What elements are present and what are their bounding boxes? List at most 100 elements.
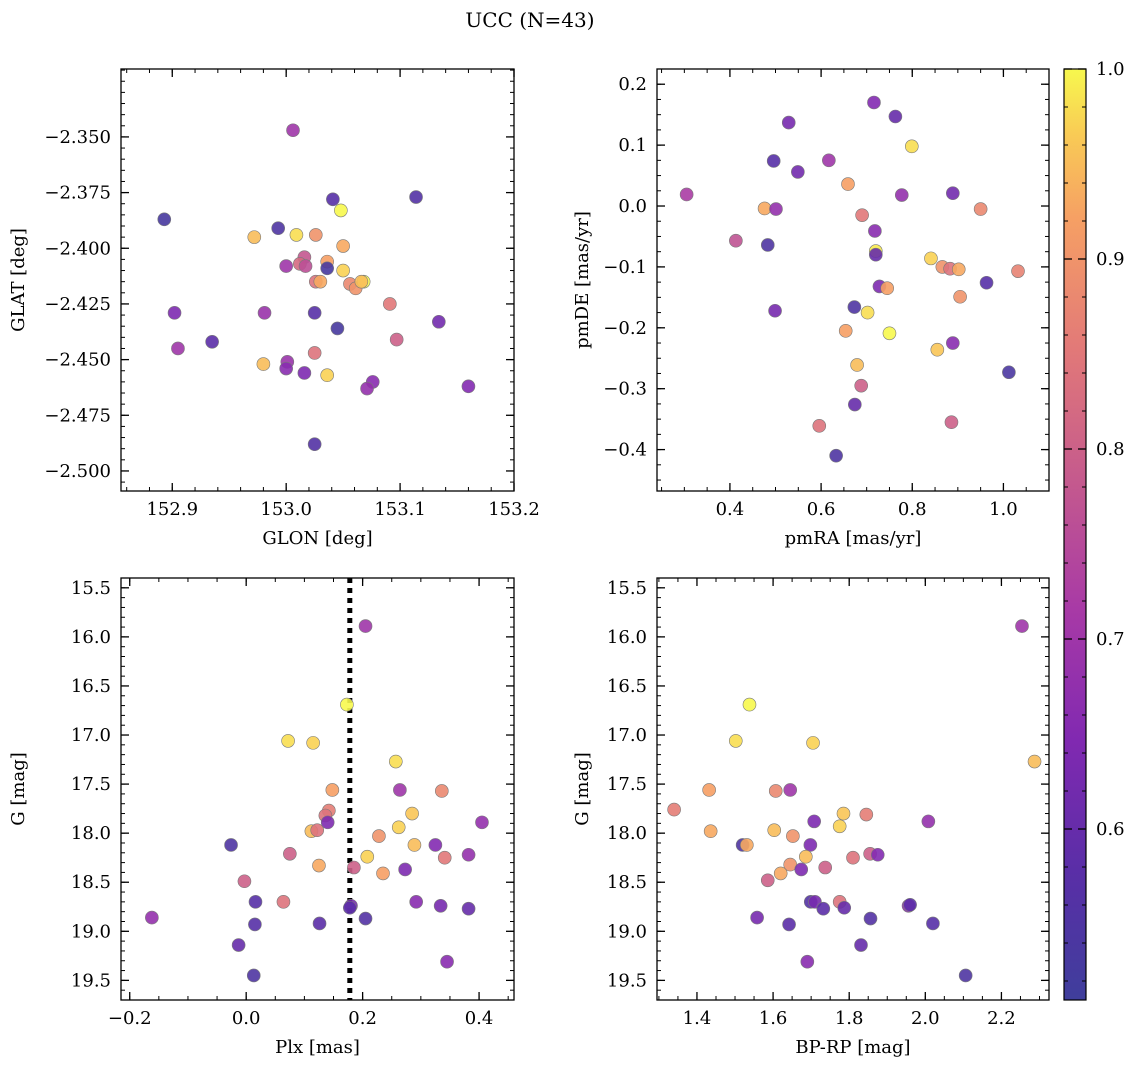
- scatter-point: [393, 783, 407, 797]
- y-tick-label: −2.450: [44, 350, 111, 371]
- scatter-point: [340, 697, 354, 712]
- scatter-point: [1011, 264, 1025, 278]
- scatter-point: [847, 300, 862, 314]
- x-tick-label: 0.6: [807, 499, 836, 520]
- scatter-point: [766, 154, 781, 168]
- scatter-point: [475, 815, 489, 830]
- y-tick-label: 17.0: [71, 725, 111, 746]
- y-tick-label: −0.1: [603, 257, 647, 278]
- scatter-point: [791, 165, 805, 179]
- scatter-point: [360, 381, 374, 396]
- scatter-point: [750, 910, 764, 925]
- x-tick-label: 1.8: [835, 1008, 864, 1029]
- scatter-point: [271, 221, 286, 236]
- scatter-point: [391, 820, 406, 835]
- scatter-point: [760, 873, 775, 888]
- y-tick-label: 16.0: [607, 627, 647, 648]
- scatter-point: [836, 806, 851, 821]
- scatter-point: [307, 306, 322, 320]
- y-axis-label: G [mag]: [572, 752, 593, 825]
- y-tick-label: −2.400: [44, 238, 111, 259]
- colorbar-gradient: [1063, 68, 1087, 1001]
- y-tick-label: −2.475: [44, 405, 111, 426]
- colorbar-tick-label: 0.8: [1096, 439, 1125, 460]
- scatter-point: [312, 916, 327, 931]
- axes-frame-pmra-pmde: [656, 68, 1050, 492]
- scatter-point: [807, 814, 821, 829]
- scatter-point: [859, 807, 874, 822]
- y-tick-label: 18.5: [71, 872, 111, 893]
- scatter-point: [800, 954, 815, 969]
- scatter-points: [667, 619, 1042, 983]
- x-tick-label: 1.6: [759, 1008, 788, 1029]
- scatter-point: [903, 898, 917, 912]
- scatter-point: [794, 862, 809, 877]
- scatter-points: [157, 123, 476, 452]
- colorbar-tick-label: 0.7: [1096, 629, 1125, 650]
- scatter-point: [973, 202, 988, 216]
- x-tick-label: 0.4: [716, 499, 745, 520]
- y-tick-label: 16.5: [607, 676, 647, 697]
- scatter-point: [768, 303, 782, 318]
- x-tick-label: 0.0: [232, 1008, 261, 1029]
- panel-bprp-g: 1.4 1.6 1.8 2.0 2.2 15.5 16.0 16.5 17.0 17.5 18.0 1…: [572, 577, 1050, 1058]
- x-tick-label: 153.0: [260, 499, 312, 520]
- y-axis-label: GLAT [deg]: [8, 228, 29, 332]
- scatter-point: [372, 829, 386, 843]
- scatter-point: [781, 115, 796, 130]
- scatter-point: [816, 901, 831, 916]
- y-tick-label: 18.5: [607, 872, 647, 893]
- scatter-point: [360, 849, 375, 864]
- y-tick-label: 0.1: [618, 135, 647, 156]
- colorbar-tick-label: 0.9: [1096, 249, 1125, 270]
- x-tick-label: 2.2: [987, 1008, 1016, 1029]
- y-tick-label: 15.5: [607, 578, 647, 599]
- x-tick-label: 0.8: [898, 499, 927, 520]
- y-tick-label: 16.0: [71, 627, 111, 648]
- scatter-point: [336, 239, 350, 253]
- scatter-point: [205, 334, 219, 349]
- scatter-point: [812, 419, 827, 433]
- y-tick-label: 17.5: [71, 774, 111, 795]
- scatter-point: [757, 201, 772, 216]
- scatter-point: [433, 898, 448, 913]
- scatter-point: [679, 187, 694, 202]
- scatter-point: [279, 361, 293, 376]
- panel-plx-g: −0.2 0.0 0.2 0.4 15.5 16.0 16.5 17.0 17.5 18.0 18.…: [8, 577, 515, 1058]
- scatter-point: [822, 153, 836, 168]
- scatter-point: [330, 321, 345, 336]
- x-axis-label: GLON [deg]: [262, 528, 372, 549]
- scatter-point: [405, 806, 419, 821]
- scatter-point: [769, 202, 783, 216]
- scatter-point: [313, 274, 328, 289]
- scatter-point: [307, 437, 322, 452]
- y-tick-label: 0.0: [618, 196, 647, 217]
- y-tick-label: −0.3: [603, 379, 647, 400]
- scatter-point: [829, 448, 843, 463]
- y-tick-label: 19.5: [71, 970, 111, 991]
- scatter-point: [437, 850, 452, 865]
- scatter-point: [930, 342, 945, 357]
- scatter-point: [855, 208, 869, 222]
- scatter-point: [376, 866, 390, 881]
- scatter-point: [320, 815, 335, 830]
- x-tick-label: 153.2: [488, 499, 540, 520]
- y-tick-label: −2.500: [44, 461, 111, 482]
- y-axis-label: G [mag]: [8, 752, 29, 825]
- scatter-point: [838, 324, 853, 338]
- scatter-point: [432, 314, 446, 329]
- scatter-point: [383, 297, 397, 311]
- scatter-point: [1015, 619, 1029, 633]
- scatter-point: [880, 281, 894, 296]
- scatter-point: [894, 188, 909, 202]
- scatter-point: [854, 938, 868, 952]
- scatter-point: [806, 736, 820, 750]
- scatter-point: [289, 228, 304, 242]
- x-axis-label: pmRA [mas/yr]: [785, 528, 922, 549]
- x-tick-label: 153.1: [374, 499, 426, 520]
- x-tick-label: 0.2: [348, 1008, 377, 1029]
- scatter-point: [409, 190, 423, 204]
- x-tick-label: −0.2: [108, 1008, 152, 1029]
- scatter-point: [306, 736, 320, 750]
